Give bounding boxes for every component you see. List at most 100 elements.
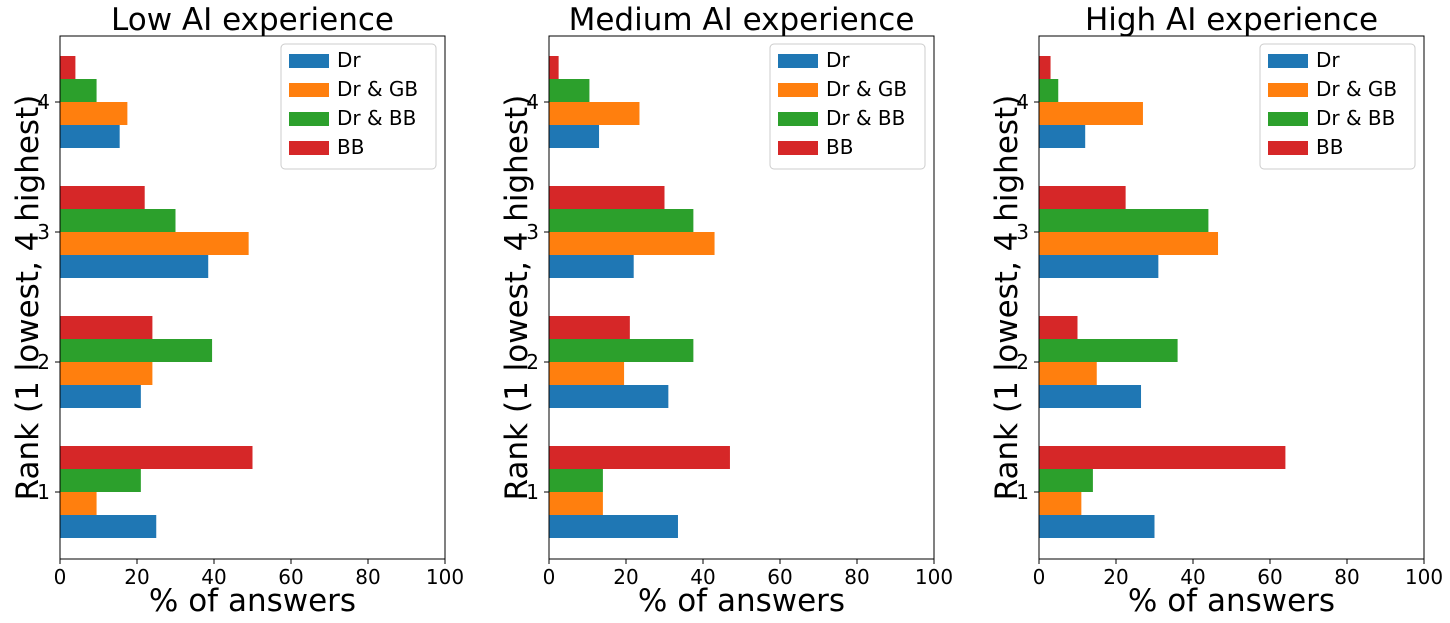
x-tick-label: 20 (613, 565, 638, 589)
bar-bb-rank-1 (1039, 446, 1286, 469)
y-tick-label: 3 (37, 220, 50, 244)
legend-box (1259, 43, 1416, 170)
bar-dr-bb-rank-2 (549, 339, 694, 362)
bar-dr-rank-2 (549, 385, 669, 408)
x-tick-label: 60 (278, 565, 303, 589)
legend: Dr Dr & GB Dr & BB BB (280, 43, 437, 170)
bar-dr-bb-rank-4 (1039, 79, 1059, 102)
legend-swatch (778, 112, 818, 126)
bar-bb-rank-3 (549, 186, 665, 209)
x-axis-label: % of answers (149, 583, 356, 619)
legend-swatch (778, 141, 818, 155)
chart-title: Medium AI experience (569, 2, 915, 38)
bar-dr-rank-4 (1039, 125, 1086, 148)
y-tick-label: 4 (37, 90, 50, 114)
legend-box (280, 43, 437, 170)
bar-dr-gb-rank-4 (1039, 102, 1143, 125)
legend-label: Dr & BB (1316, 106, 1395, 130)
bar-dr-gb-rank-1 (549, 492, 603, 515)
bar-bb-rank-4 (549, 56, 559, 79)
legend-swatch (289, 54, 329, 68)
bar-dr-rank-4 (60, 125, 120, 148)
legend-swatch (778, 83, 818, 97)
bar-dr-rank-3 (1039, 255, 1159, 278)
bar-dr-bb-rank-1 (60, 469, 141, 492)
legend-label: BB (826, 135, 853, 159)
bar-dr-gb-rank-3 (60, 232, 249, 255)
bar-dr-rank-1 (549, 515, 678, 538)
bar-bb-rank-3 (60, 186, 145, 209)
x-tick-label: 80 (355, 565, 380, 589)
y-axis-label: Rank (1 lowest, 4 highest) (499, 95, 535, 501)
bar-dr-gb-rank-3 (549, 232, 715, 255)
bar-bb-rank-4 (1039, 56, 1051, 79)
x-axis-label: % of answers (1128, 583, 1335, 619)
y-tick-label: 2 (526, 350, 539, 374)
y-tick-label: 3 (1016, 220, 1029, 244)
bar-dr-gb-rank-3 (1039, 232, 1219, 255)
bar-dr-gb-rank-2 (60, 362, 153, 385)
x-tick-label: 40 (690, 565, 715, 589)
legend: Dr Dr & GB Dr & BB BB (769, 43, 926, 170)
legend-label: Dr (1316, 48, 1340, 72)
bar-bb-rank-1 (549, 446, 730, 469)
bar-dr-bb-rank-4 (60, 79, 97, 102)
y-tick-label: 4 (526, 90, 539, 114)
x-tick-label: 100 (1405, 565, 1443, 589)
x-tick-label: 60 (767, 565, 792, 589)
legend-label: Dr (826, 48, 850, 72)
y-axis-label: Rank (1 lowest, 4 highest) (10, 95, 46, 501)
x-tick-label: 80 (1334, 565, 1359, 589)
x-axis-label: % of answers (638, 583, 845, 619)
legend-label: Dr & GB (337, 77, 418, 101)
legend-label: Dr & GB (1316, 77, 1397, 101)
bar-dr-rank-3 (549, 255, 634, 278)
bar-dr-bb-rank-1 (549, 469, 603, 492)
legend-label: Dr & BB (337, 106, 416, 130)
bar-dr-bb-rank-2 (60, 339, 213, 362)
y-tick-label: 3 (526, 220, 539, 244)
legend-swatch (1268, 112, 1308, 126)
chart-panel-2: 0 20 40 60 80 100 1 2 3 4 Medium AI experience % of… (499, 2, 953, 619)
x-tick-label: 0 (1033, 565, 1046, 589)
bar-bb-rank-2 (549, 316, 630, 339)
bar-dr-bb-rank-3 (1039, 209, 1209, 232)
bar-dr-rank-4 (549, 125, 600, 148)
y-tick-label: 1 (526, 480, 539, 504)
x-tick-label: 0 (543, 565, 556, 589)
bar-bb-rank-2 (1039, 316, 1078, 339)
plot-frame (548, 35, 935, 560)
bar-dr-gb-rank-4 (549, 102, 640, 125)
chart-title: Low AI experience (111, 2, 394, 38)
bar-dr-rank-3 (60, 255, 209, 278)
x-tick-label: 100 (426, 565, 464, 589)
bar-dr-gb-rank-2 (549, 362, 625, 385)
bar-dr-gb-rank-1 (1039, 492, 1082, 515)
legend-swatch (289, 83, 329, 97)
legend-swatch (1268, 83, 1308, 97)
x-tick-label: 100 (915, 565, 953, 589)
legend-label: Dr & GB (826, 77, 907, 101)
x-tick-label: 60 (1257, 565, 1282, 589)
x-tick-label: 40 (201, 565, 226, 589)
legend-swatch (1268, 141, 1308, 155)
bar-dr-rank-2 (60, 385, 141, 408)
plot-frame (59, 35, 446, 560)
bar-dr-rank-1 (1039, 515, 1155, 538)
legend-swatch (289, 141, 329, 155)
legend-label: BB (1316, 135, 1343, 159)
legend-swatch (778, 54, 818, 68)
bar-bb-rank-4 (60, 56, 76, 79)
bar-dr-gb-rank-1 (60, 492, 97, 515)
legend: Dr Dr & GB Dr & BB BB (1259, 43, 1416, 170)
y-tick-label: 4 (1016, 90, 1029, 114)
legend-label: BB (337, 135, 364, 159)
bar-dr-gb-rank-2 (1039, 362, 1097, 385)
y-tick-label: 1 (37, 480, 50, 504)
plot-frame (1038, 35, 1425, 560)
chart-panel-1: 0 20 40 60 80 100 1 2 3 4 Low AI experience % of an… (10, 2, 464, 619)
chart-title: High AI experience (1085, 2, 1378, 38)
bar-dr-bb-rank-3 (60, 209, 176, 232)
x-tick-label: 40 (1180, 565, 1205, 589)
